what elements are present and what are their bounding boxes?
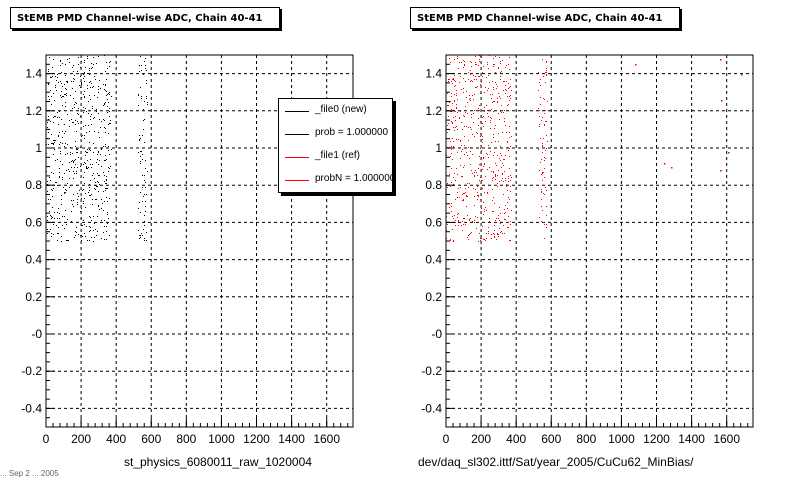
y-tick-label-right-6: 0.8 (425, 178, 442, 192)
y-tick-label-left-7: 1 (35, 141, 42, 155)
y-tick-label-left-0: -0.4 (21, 401, 42, 415)
outlier-point-right-3 (741, 74, 743, 76)
legend-line-new (285, 111, 309, 112)
y-tick-label-left-3: 0.2 (25, 290, 42, 304)
x-axis-caption-right: dev/daq_sl302.ittf/Sat/year_2005/CuCu62_… (418, 455, 694, 469)
legend: _file0 (new) prob = 1.000000 _file1 (ref… (278, 98, 393, 193)
legend-line-prob (285, 134, 309, 135)
legend-entry-ref: _file1 (ref) (279, 147, 392, 167)
outlier-point-right-5 (664, 163, 666, 165)
y-tick-label-left-4: 0.4 (25, 253, 42, 267)
x-axis-caption-left: st_physics_6080011_raw_1020004 (124, 455, 312, 469)
y-tick-label-right-0: -0.4 (421, 401, 442, 415)
y-tick-label-right-9: 1.4 (425, 67, 442, 81)
x-tick-label-right-4: 800 (576, 432, 596, 446)
data-points-right-1 (538, 59, 548, 239)
x-tick-label-right-0: 0 (443, 432, 450, 446)
y-tick-label-right-5: 0.6 (425, 215, 442, 229)
x-tick-label-left-4: 800 (176, 432, 196, 446)
x-tick-label-left-6: 1200 (243, 432, 270, 446)
y-tick-label-left-9: 1.4 (25, 67, 42, 81)
x-tick-label-left-2: 400 (106, 432, 126, 446)
legend-label-new: _file0 (new) (315, 104, 367, 115)
y-tick-label-left-2: -0 (31, 327, 42, 341)
outlier-point-right-6 (671, 167, 673, 169)
y-tick-label-right-1: -0.2 (421, 364, 442, 378)
legend-label-probn: probN = 1.000000 (315, 173, 393, 184)
footer-timestamp: ... Sep 2 ... 2005 (0, 469, 59, 478)
chart-title-left: StEMB PMD Channel-wise ADC, Chain 40-41 (10, 7, 280, 29)
x-tick-label-right-3: 600 (541, 432, 561, 446)
outlier-point-right-4 (728, 152, 730, 154)
x-tick-label-left-3: 600 (141, 432, 161, 446)
data-band-right-1 (538, 59, 548, 239)
x-tick-label-right-5: 1000 (608, 432, 635, 446)
legend-line-ref (285, 157, 309, 158)
x-tick-label-right-1: 200 (471, 432, 491, 446)
y-tick-label-right-4: 0.4 (425, 253, 442, 267)
y-tick-label-right-2: -0 (431, 327, 442, 341)
x-tick-label-right-2: 400 (506, 432, 526, 446)
x-tick-label-right-6: 1200 (643, 432, 670, 446)
x-tick-label-left-8: 1600 (313, 432, 340, 446)
y-tick-label-left-5: 0.6 (25, 215, 42, 229)
x-tick-label-left-7: 1400 (278, 432, 305, 446)
x-tick-label-left-1: 200 (71, 432, 91, 446)
x-tick-label-right-8: 1600 (713, 432, 740, 446)
chart-title-right: StEMB PMD Channel-wise ADC, Chain 40-41 (410, 7, 680, 29)
y-tick-label-left-6: 0.8 (25, 178, 42, 192)
x-tick-label-left-0: 0 (43, 432, 50, 446)
legend-entry-probn: probN = 1.000000 (279, 170, 393, 190)
outlier-point-right-1 (720, 59, 722, 61)
outlier-point-right-0 (635, 64, 637, 66)
y-tick-label-right-3: 0.2 (425, 290, 442, 304)
y-tick-label-right-7: 1 (435, 141, 442, 155)
legend-label-ref: _file1 (ref) (315, 150, 361, 161)
y-tick-label-left-8: 1.2 (25, 104, 42, 118)
plot-area-right (446, 55, 753, 427)
legend-entry-prob: prob = 1.000000 (279, 124, 392, 144)
outlier-point-right-7 (720, 170, 722, 172)
legend-entry-new: _file0 (new) (279, 101, 392, 121)
y-tick-label-left-1: -0.2 (21, 364, 42, 378)
legend-line-probn (285, 180, 309, 181)
x-tick-label-right-7: 1400 (678, 432, 705, 446)
x-tick-label-left-5: 1000 (208, 432, 235, 446)
legend-label-prob: prob = 1.000000 (315, 127, 389, 138)
y-tick-label-right-8: 1.2 (425, 104, 442, 118)
outlier-point-right-2 (721, 100, 723, 102)
